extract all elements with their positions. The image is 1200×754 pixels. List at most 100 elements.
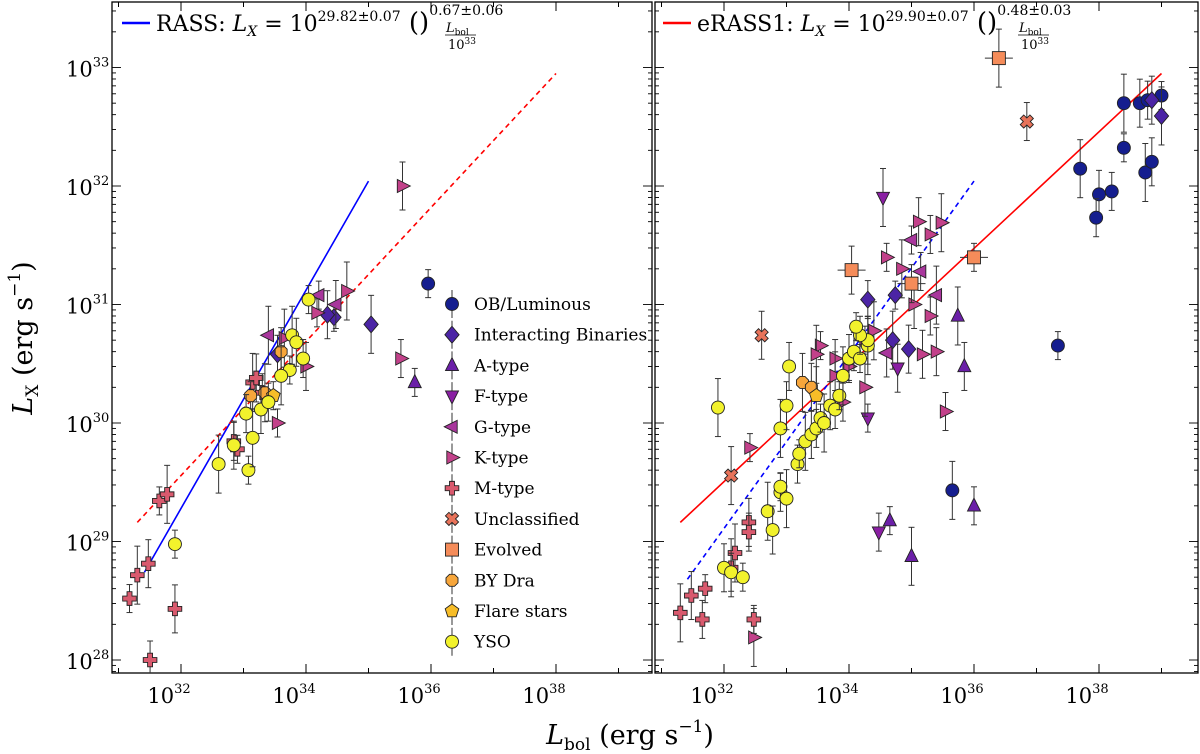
y-tick-label-32: 1032	[66, 174, 109, 200]
left-panel-frame	[111, 1, 653, 674]
point-a-type-1-3	[882, 511, 898, 527]
left-fit-label-text: RASS: LX = 1029.82±0.07 ()0.67±0.06	[156, 3, 503, 40]
x-tick-label-exp-1-32: 32	[717, 682, 734, 697]
x-tick-label-exp-0-34: 34	[299, 682, 316, 697]
legend-marker-flare-stars	[444, 603, 460, 618]
point-unclassified-1-0-shape	[723, 468, 739, 483]
legend-marker-f-type	[444, 390, 460, 405]
point-yso-1-20	[835, 368, 850, 383]
point-m-type-0-3	[142, 652, 158, 668]
point-g-type-1-2	[911, 264, 927, 279]
point-a-type-1-2	[966, 497, 982, 512]
legend-marker-interacting-binaries	[444, 325, 460, 344]
point-g-type-1-0	[927, 287, 943, 303]
point-f-type-1-0	[875, 191, 891, 207]
point-m-type-1-3	[697, 581, 713, 596]
point-m-type-0-6	[167, 601, 183, 617]
point-interacting-binaries-1-1	[1144, 91, 1160, 110]
legend-label-evolved: Evolved	[474, 541, 542, 561]
point-k-type-1-14	[829, 351, 844, 366]
point-k-type-0-2	[396, 178, 412, 194]
point-k-type-1-16	[859, 380, 874, 395]
y-tick-label-exp-28: 28	[93, 648, 110, 663]
y-tick-label-28: 1028	[66, 648, 109, 674]
point-k-type-1-1	[912, 214, 928, 229]
point-unclassified-1-0	[723, 468, 739, 483]
point-k-type-1-0	[935, 215, 951, 230]
point-m-type-0-5	[159, 487, 175, 502]
left-fit-frac: Lbol 1033	[445, 21, 476, 53]
point-ob-luminous-1-10	[1089, 210, 1104, 225]
fit-line-1	[679, 72, 1163, 523]
right-fit-label: eRASS1: LX = 1029.90±0.07 ()0.48±0.03 Lb…	[663, 3, 1071, 53]
x-tick-label-1-36: 1036	[940, 682, 983, 708]
y-tick-label-exp-32: 32	[93, 174, 110, 189]
right-panel-frame	[654, 1, 1199, 674]
point-interacting-binaries-1-2	[860, 290, 876, 309]
x-tick-label-1-38: 1038	[1065, 682, 1108, 708]
legend-marker-a-type	[444, 356, 460, 372]
point-g-type-0-1	[259, 328, 275, 343]
point-yso-1-0	[710, 400, 725, 415]
point-interacting-binaries-1-0	[1153, 106, 1170, 126]
point-k-type-1-6	[924, 308, 940, 324]
x-tick-label-1-32: 1032	[690, 682, 733, 708]
legend-label-a-type: A-type	[473, 356, 529, 376]
x-tick-label-exp-1-34: 34	[842, 682, 859, 697]
point-f-type-1-3	[860, 412, 876, 427]
point-m-type-0-1	[130, 567, 145, 583]
legend-marker-unclassified-shape	[444, 511, 460, 527]
point-evolved-1-0	[991, 51, 1006, 66]
legend-label-k-type: K-type	[474, 449, 529, 469]
right-data-points	[673, 28, 1170, 667]
point-k-type-1-10	[939, 404, 955, 419]
point-yso-0-1	[211, 457, 226, 472]
legend-label-yso: YSO	[473, 633, 511, 653]
point-yso-1-29	[779, 398, 794, 413]
point-yso-1-4	[760, 504, 775, 519]
point-a-type-1-4	[904, 547, 919, 562]
legend-label-unclassified: Unclassified	[474, 510, 580, 530]
legend-marker-k-type	[446, 450, 461, 465]
left-fit-label: RASS: LX = 1029.82±0.07 ()0.67±0.06 Lbol…	[122, 3, 503, 53]
point-m-type-0-10	[248, 370, 264, 386]
point-m-type-1-7	[746, 612, 762, 627]
point-k-type-1-3	[880, 250, 896, 265]
legend-marker-g-type	[443, 419, 458, 435]
point-ob-luminous-1-11	[1050, 338, 1065, 353]
legend-label-by-dra: BY Dra	[474, 571, 535, 591]
point-yso-0-11	[296, 351, 311, 366]
point-m-type-1-1	[684, 588, 699, 603]
legend-marker-m-type	[444, 480, 460, 496]
point-m-type-1-0	[673, 605, 688, 621]
y-tick-label-31: 1031	[66, 293, 109, 319]
point-flare-stars-1-0	[808, 387, 824, 402]
point-k-type-1-20	[748, 630, 763, 645]
legend-label-flare-stars: Flare stars	[474, 602, 568, 622]
point-k-type-0-4	[271, 415, 287, 431]
right-fit-label-text: eRASS1: LX = 1029.90±0.07 ()0.48±0.03	[697, 3, 1071, 40]
point-k-type-1-13	[930, 344, 946, 359]
y-axis-label: LX (erg s−1)	[5, 261, 43, 415]
legend-marker-ob-luminous	[445, 297, 459, 311]
point-evolved-1-3	[967, 250, 981, 265]
point-k-type-0-3	[395, 351, 410, 366]
legend-marker-by-dra	[445, 573, 459, 587]
point-yso-0-7	[261, 395, 276, 410]
point-a-type-0-0	[407, 373, 423, 389]
y-tick-label-exp-30: 30	[93, 411, 110, 426]
point-f-type-1-2	[871, 526, 887, 541]
point-yso-1-7	[773, 479, 788, 494]
x-tick-label-exp-0-32: 32	[174, 682, 191, 697]
point-k-type-1-2	[924, 227, 940, 242]
point-unclassified-1-1	[754, 328, 769, 343]
x-tick-label-0-36: 1036	[397, 682, 440, 708]
point-yso-1-19	[832, 388, 847, 403]
point-unclassified-1-2	[1019, 114, 1035, 129]
point-yso-1-11	[792, 446, 807, 461]
legend: OB/Luminous Interacting Binaries A-type F-t…	[443, 290, 647, 656]
point-g-type-1-1	[877, 345, 893, 361]
point-by-dra-0-0	[244, 389, 258, 403]
point-yso-1-16	[817, 416, 832, 430]
